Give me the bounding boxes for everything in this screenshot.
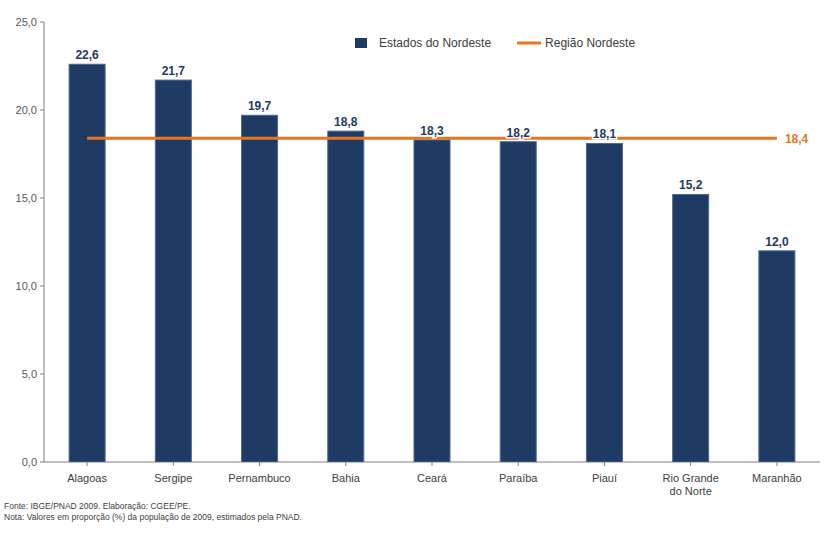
- y-tick: [40, 22, 44, 23]
- legend-swatch: [355, 38, 367, 48]
- data-label: 18,8: [334, 115, 358, 129]
- data-label: 21,7: [162, 64, 186, 78]
- x-tick-label: Piauí: [592, 472, 617, 484]
- legend-swatch: [517, 42, 541, 45]
- y-tick: [40, 374, 44, 375]
- y-tick: [40, 110, 44, 111]
- chart: 0,0 5,0 10,0 15,0 20,0 25,0 Alagoas Sergipe Pern…: [0, 0, 838, 534]
- data-label: 18,3: [420, 124, 444, 138]
- data-label: 22,6: [75, 48, 99, 62]
- data-labels: 22,6 21,7 19,7 18,8 18,3 18,2 18,1 15,2 12,0 18,4: [75, 48, 808, 249]
- y-tick-label: 10,0: [16, 280, 37, 292]
- y-tick-label: 25,0: [16, 16, 37, 28]
- x-tick: [432, 462, 433, 466]
- x-tick: [604, 462, 605, 466]
- bar: [673, 194, 709, 462]
- bar: [586, 143, 622, 462]
- bar: [69, 64, 105, 462]
- y-tick: [40, 462, 44, 463]
- legend: Estados do Nordeste Região Nordeste: [355, 36, 635, 50]
- x-tick-label: Maranhão: [752, 472, 802, 484]
- x-tick-label: Ceará: [417, 472, 448, 484]
- y-tick: [40, 198, 44, 199]
- y-tick-label: 5,0: [22, 368, 37, 380]
- x-tick: [345, 462, 346, 466]
- data-label: 15,2: [679, 178, 703, 192]
- x-tick: [518, 462, 519, 466]
- y-tick-label: 0,0: [22, 456, 37, 468]
- bar: [328, 131, 364, 462]
- bar: [414, 140, 450, 462]
- x-tick: [259, 462, 260, 466]
- data-label: 18,1: [593, 127, 617, 141]
- annotation: Fonte: IBGE/PNAD 2009. Elaboração: CGEE/…: [4, 501, 191, 511]
- x-tick: [87, 462, 88, 466]
- data-label: 18,2: [507, 126, 531, 140]
- data-label: 12,0: [765, 235, 789, 249]
- plot-area: [69, 64, 795, 462]
- x-tick-label: Paraíba: [499, 472, 538, 484]
- bar: [500, 142, 536, 462]
- x-tick-label: Pernambuco: [228, 472, 290, 484]
- y-axis: [44, 22, 45, 462]
- legend-label: Região Nordeste: [545, 36, 635, 50]
- x-tick-label: Alagoas: [67, 472, 107, 484]
- legend-label: Estados do Nordeste: [379, 36, 491, 50]
- x-tick-label: Rio Grandedo Norte: [663, 472, 719, 497]
- y-tick: [40, 286, 44, 287]
- y-tick-label: 15,0: [16, 192, 37, 204]
- data-label: 18,4: [785, 132, 809, 146]
- x-tick: [776, 462, 777, 466]
- x-tick: [173, 462, 174, 466]
- y-tick-label: 20,0: [16, 104, 37, 116]
- bar: [759, 251, 795, 462]
- annotation: Nota: Valores em proporção (%) da popula…: [4, 512, 302, 522]
- data-label: 19,7: [248, 99, 272, 113]
- bar: [242, 115, 278, 462]
- x-tick: [690, 462, 691, 466]
- x-tick-label: Bahia: [332, 472, 361, 484]
- x-tick-label: Sergipe: [154, 472, 192, 484]
